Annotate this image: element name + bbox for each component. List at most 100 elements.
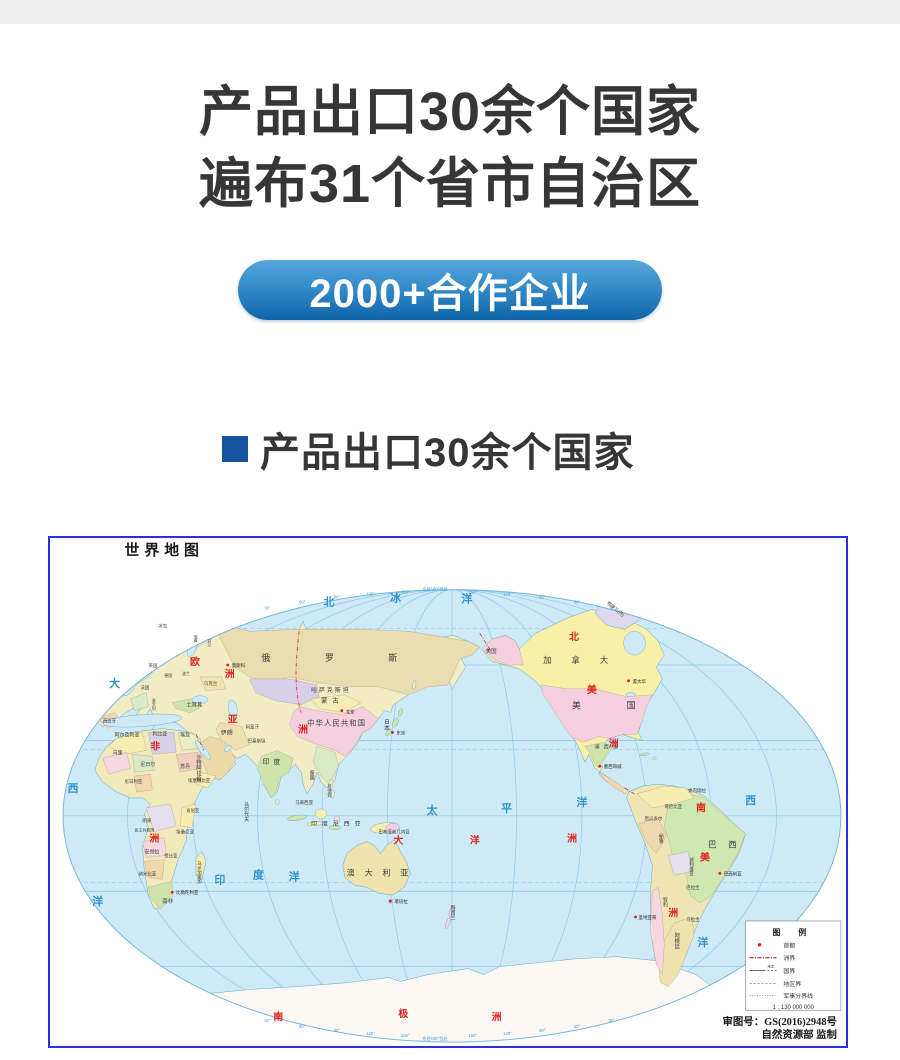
map-label: 巴西利亚 [724, 870, 742, 877]
map-label: 东京 [396, 729, 405, 736]
map-label: 洲 [492, 1011, 502, 1023]
map-label: 秘鲁 [658, 833, 663, 845]
page-title: 产品出口30余个国家 遍布31个省市自治区 [0, 76, 900, 220]
graticule-tick: 150° [469, 590, 478, 595]
map-label: 澳大利亚 [347, 867, 418, 877]
graticule-tick: 120° [366, 592, 375, 597]
map-label: 纳米比亚 [138, 870, 156, 877]
legend-item-military-line: 军事分界线 [783, 992, 813, 1000]
map-label: 巴布亚新几内亚 [379, 829, 411, 836]
map-label: 印 [214, 873, 225, 886]
map-label: 阿根廷 [673, 932, 680, 951]
capital-dot-icon [598, 764, 602, 768]
graticule-tick: 东经180°西经 [422, 586, 447, 592]
map-label: 伊朗 [221, 728, 233, 736]
map-label: 乌克兰 [204, 680, 218, 687]
map-label: 度 [253, 867, 264, 881]
country-patches [96, 619, 746, 987]
map-label: 巴拉圭 [686, 884, 700, 891]
partners-badge-label: 2000+合作企业 [309, 272, 591, 316]
map-label: 俄罗斯 [261, 652, 451, 663]
map-label: 芬兰 [207, 639, 212, 647]
map-producer: 自然资源部 监制 [761, 1028, 836, 1041]
map-label: 美 [700, 850, 710, 863]
partners-badge-button[interactable]: 2000+合作企业 [238, 260, 662, 320]
map-label: 波兰 [182, 671, 190, 676]
map-label: 太 [427, 803, 438, 817]
map-label: 哈萨克斯坦 [311, 686, 351, 694]
graticule-tick: 120° [366, 1031, 375, 1036]
map-label: 马达加斯加 [197, 860, 203, 885]
graticule-tick: 150° [469, 1033, 478, 1038]
blue-square-bullet-icon [222, 436, 248, 462]
map-label: 菲律宾 [327, 783, 333, 799]
map-label: 美 [587, 683, 597, 696]
map-label: 英国 [148, 662, 157, 669]
map-label: 南非 [162, 897, 173, 905]
map-label: 南 [696, 801, 706, 814]
map-label: 墨西哥 [595, 744, 622, 750]
map-label: 美国 [572, 700, 681, 711]
map-label: 中华人民共和国 [307, 718, 366, 728]
capital-dot-icon [389, 899, 392, 903]
map-labels: 北冰洋大西洋西洋印度洋太平洋欧洲亚洲非洲北美洲南美洲大洋洲南极洲俄罗斯哈萨克斯坦… [68, 591, 757, 1024]
section-title: 产品出口30余个国家 [260, 431, 635, 475]
map-label: 莫斯科 [232, 662, 246, 669]
legend-item-capital: 首都 [783, 941, 795, 949]
graticule-tick: 60° [299, 1024, 306, 1029]
map-label: 欧 [190, 655, 200, 668]
projection-rim [62, 589, 842, 1043]
map-label: 埃塞俄比亚 [188, 777, 211, 784]
map-label: 极 [398, 1007, 408, 1020]
top-gray-strip [0, 0, 900, 24]
capital-dot-icon [634, 915, 637, 919]
capital-symbol [757, 943, 762, 947]
map-label: 埃及 [180, 731, 190, 738]
map-label: 加拿大 [543, 655, 628, 665]
legend-item-national-boundary: 国界 [783, 968, 795, 975]
map-label: 坦桑尼亚 [176, 829, 194, 836]
legend-item-region-boundary: 地区界 [783, 980, 801, 988]
map-label: 洋 [576, 795, 587, 809]
map-label: 大 [393, 834, 403, 847]
map-label: 印度尼西亚 [311, 820, 366, 828]
map-label: 瑞典 [193, 635, 198, 644]
map-label: 刚果 [142, 817, 151, 824]
map-label: 沙特阿拉伯 [195, 754, 202, 783]
map-label: 赞比亚 [164, 852, 178, 859]
graticule-tick: 30° [609, 1018, 616, 1023]
map-label: 堪培拉 [394, 898, 408, 905]
map-label: 玻利维亚 [689, 856, 695, 875]
map-label: 阿尔及利亚 [115, 731, 140, 738]
map-approval-number: 审图号：GS(2016)2948号 [722, 1015, 836, 1028]
graticule-tick: 30° [264, 605, 271, 610]
map-label: 利比亚 [152, 730, 167, 737]
capital-dot-icon [170, 890, 174, 894]
map-label: 哥伦比亚 [664, 803, 682, 810]
map-label: 印度 [262, 757, 284, 766]
map-label: 安哥拉 [144, 849, 159, 856]
graticule-tick: 90° [539, 595, 546, 600]
graticule-tick-labels: 30° 60° 90° 120° 150° 东经180°西经 150° 120° 90° 60° 3… [264, 586, 615, 1041]
map-label: 洋 [289, 869, 300, 883]
graticule-tick: 90° [334, 595, 341, 600]
graticule-tick: 30° [609, 605, 616, 610]
map-label: 智利 [662, 897, 667, 908]
map-label: 巴西 [708, 840, 749, 850]
map-label: 蒙古 [321, 696, 344, 705]
graticule-tick: 东经180°西经 [422, 1035, 447, 1041]
map-label: 渥太华 [633, 678, 647, 685]
capital-dots [170, 663, 722, 919]
map-label: 尼日尔 [140, 761, 155, 768]
graticule-tick: 150° [401, 590, 410, 595]
legend-undetermined-label: 未定 [767, 964, 774, 969]
hero-section: 产品出口30余个国家 遍布31个省市自治区 2000+合作企业 [0, 76, 900, 320]
map-label: 洋 [698, 935, 709, 949]
map-legend: 图 例 首都 洲界 未定 国界 地区界 军事分界线 1 : 130 000 00… [745, 920, 842, 1011]
inland-seas [102, 631, 646, 761]
map-label: 马里 [113, 749, 123, 756]
map-label: 洲 [298, 723, 308, 735]
continent-boundaries [195, 631, 635, 795]
graticule-tick: 30° [264, 1018, 271, 1023]
map-label: 墨西哥城 [604, 763, 622, 770]
